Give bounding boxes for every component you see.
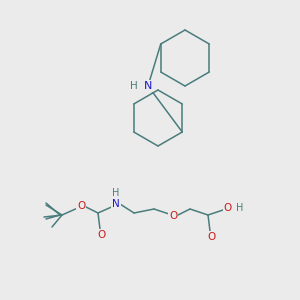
Text: O: O [97, 230, 105, 240]
Text: H: H [112, 188, 120, 198]
Text: H: H [236, 203, 244, 213]
Text: O: O [207, 232, 215, 242]
Text: H: H [130, 81, 138, 91]
Text: O: O [224, 203, 232, 213]
Text: O: O [169, 211, 177, 221]
Text: N: N [112, 199, 120, 209]
Text: O: O [77, 201, 85, 211]
Text: N: N [144, 81, 152, 91]
